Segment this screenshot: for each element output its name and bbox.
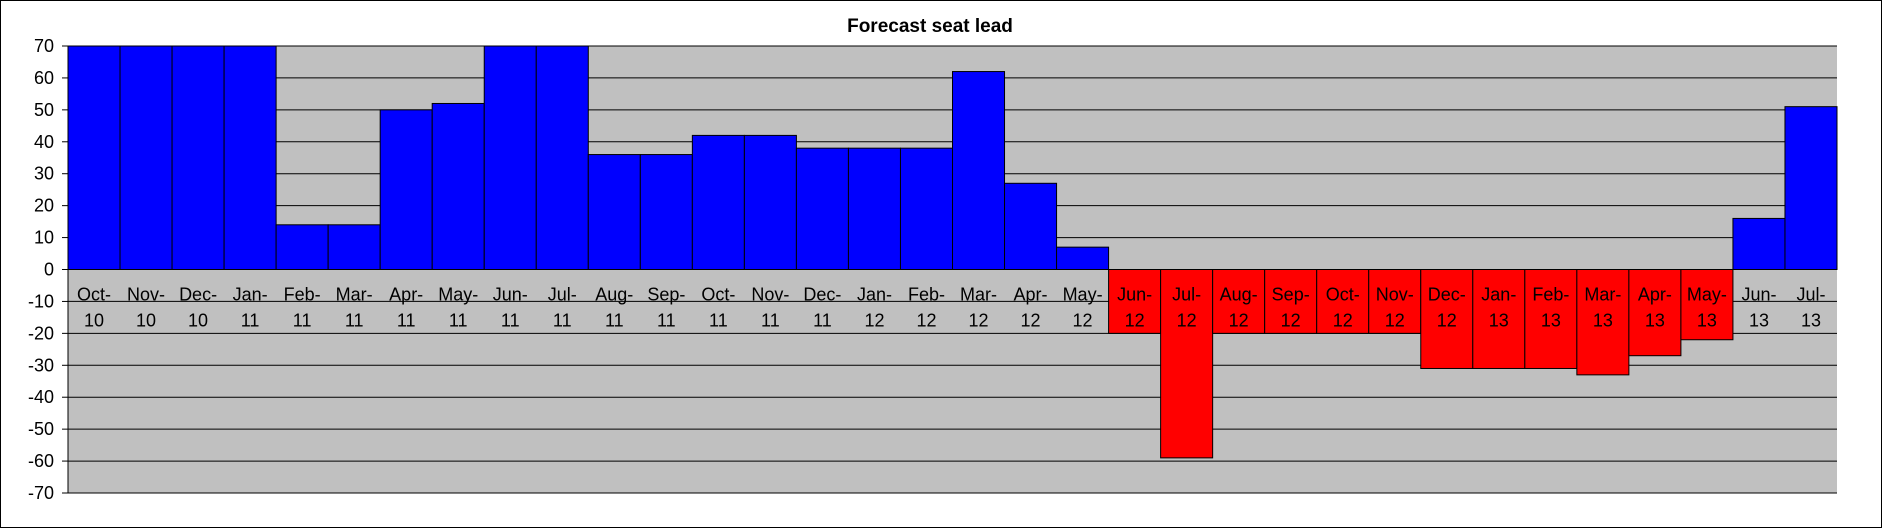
bar xyxy=(327,224,381,271)
bar xyxy=(67,45,121,270)
x-tick-label: Jan-13 xyxy=(1481,285,1516,331)
bar xyxy=(795,147,849,271)
bar xyxy=(1108,269,1162,334)
bar xyxy=(1784,106,1838,270)
y-tick-label: -70 xyxy=(28,483,54,503)
x-tick-label: Aug-12 xyxy=(1220,285,1258,331)
x-tick-label: Dec-10 xyxy=(179,285,217,331)
bar xyxy=(1316,269,1370,334)
x-tick-label: Jun-13 xyxy=(1741,285,1776,331)
y-tick-label: 0 xyxy=(44,260,54,280)
y-tick-label: -40 xyxy=(28,387,54,407)
y-tick-label: 50 xyxy=(34,100,54,120)
bar xyxy=(171,45,225,270)
bar xyxy=(1160,269,1214,459)
x-tick-label: May-12 xyxy=(1063,285,1103,331)
y-tick-label: 10 xyxy=(34,228,54,248)
x-tick-label: Sep-12 xyxy=(1272,285,1310,331)
x-tick-label: Mar-13 xyxy=(1584,285,1621,331)
bar xyxy=(223,45,277,270)
x-tick-label: Nov-12 xyxy=(1376,285,1414,331)
bar xyxy=(1004,182,1058,271)
bar xyxy=(743,134,797,270)
bar xyxy=(379,109,433,270)
x-tick-label: Dec-12 xyxy=(1428,285,1466,331)
x-tick-label: Jan-12 xyxy=(857,285,892,331)
y-tick-label: 70 xyxy=(34,36,54,56)
bar xyxy=(639,154,693,270)
x-tick-label: Oct-11 xyxy=(701,285,735,331)
x-tick-label: Nov-10 xyxy=(127,285,165,331)
x-tick-label: Feb-13 xyxy=(1532,285,1569,331)
x-tick-label: Oct-12 xyxy=(1326,285,1360,331)
bar xyxy=(1472,269,1526,369)
bar xyxy=(535,45,589,270)
bar xyxy=(1368,269,1422,334)
y-tick-label: 30 xyxy=(34,164,54,184)
y-tick-label: -30 xyxy=(28,355,54,375)
x-tick-label: Aug-11 xyxy=(595,285,633,331)
bar xyxy=(119,45,173,270)
x-tick-label: Jul-13 xyxy=(1796,285,1825,331)
x-tick-label: Jun-11 xyxy=(493,285,528,331)
y-tick-label: 20 xyxy=(34,196,54,216)
x-axis-labels: Oct-10 Nov-10 Dec-10 Jan-11 Feb-11 Mar-11 Apr-… xyxy=(77,285,1825,331)
y-tick-label: 40 xyxy=(34,132,54,152)
x-tick-label: Sep-11 xyxy=(647,285,685,331)
y-axis: 70 60 50 40 30 20 10 0 -10 -20 -30 -40 -50 -60 -70 xyxy=(28,36,69,503)
bar xyxy=(483,45,537,270)
x-tick-label: May-13 xyxy=(1687,285,1727,331)
x-tick-label: Jan-11 xyxy=(233,285,268,331)
y-tick-label: -50 xyxy=(28,419,54,439)
bar xyxy=(1524,269,1578,369)
x-tick-label: Jul-12 xyxy=(1172,285,1201,331)
x-tick-label: May-11 xyxy=(438,285,478,331)
bar xyxy=(1420,269,1474,369)
bar xyxy=(691,134,745,270)
bars xyxy=(67,45,1838,459)
x-tick-label: Apr-11 xyxy=(389,285,423,331)
bar xyxy=(1212,269,1266,334)
bar xyxy=(1680,269,1734,341)
y-tick-label: -20 xyxy=(28,323,54,343)
bar xyxy=(275,224,329,271)
bar xyxy=(847,147,901,271)
bar xyxy=(1732,217,1786,271)
x-tick-label: Feb-12 xyxy=(908,285,945,331)
y-tick-label: -60 xyxy=(28,451,54,471)
bar xyxy=(431,102,485,270)
bar xyxy=(1264,269,1318,334)
y-tick-label: 60 xyxy=(34,68,54,88)
x-tick-label: Apr-12 xyxy=(1014,285,1048,331)
bar xyxy=(1056,246,1110,270)
x-tick-label: Apr-13 xyxy=(1638,285,1672,331)
bar xyxy=(587,154,641,270)
bar xyxy=(899,147,953,271)
x-tick-label: Mar-11 xyxy=(336,285,373,331)
x-tick-label: Oct-10 xyxy=(77,285,111,331)
x-tick-label: Nov-11 xyxy=(751,285,789,331)
y-tick-label: -10 xyxy=(28,291,54,311)
x-tick-label: Jun-12 xyxy=(1117,285,1152,331)
bar xyxy=(1628,269,1682,357)
x-tick-label: Jul-11 xyxy=(548,285,577,331)
bar xyxy=(952,71,1006,270)
x-tick-label: Feb-11 xyxy=(284,285,321,331)
x-tick-label: Mar-12 xyxy=(960,285,997,331)
x-tick-label: Dec-11 xyxy=(803,285,841,331)
chart-title: Forecast seat lead xyxy=(847,16,1013,37)
